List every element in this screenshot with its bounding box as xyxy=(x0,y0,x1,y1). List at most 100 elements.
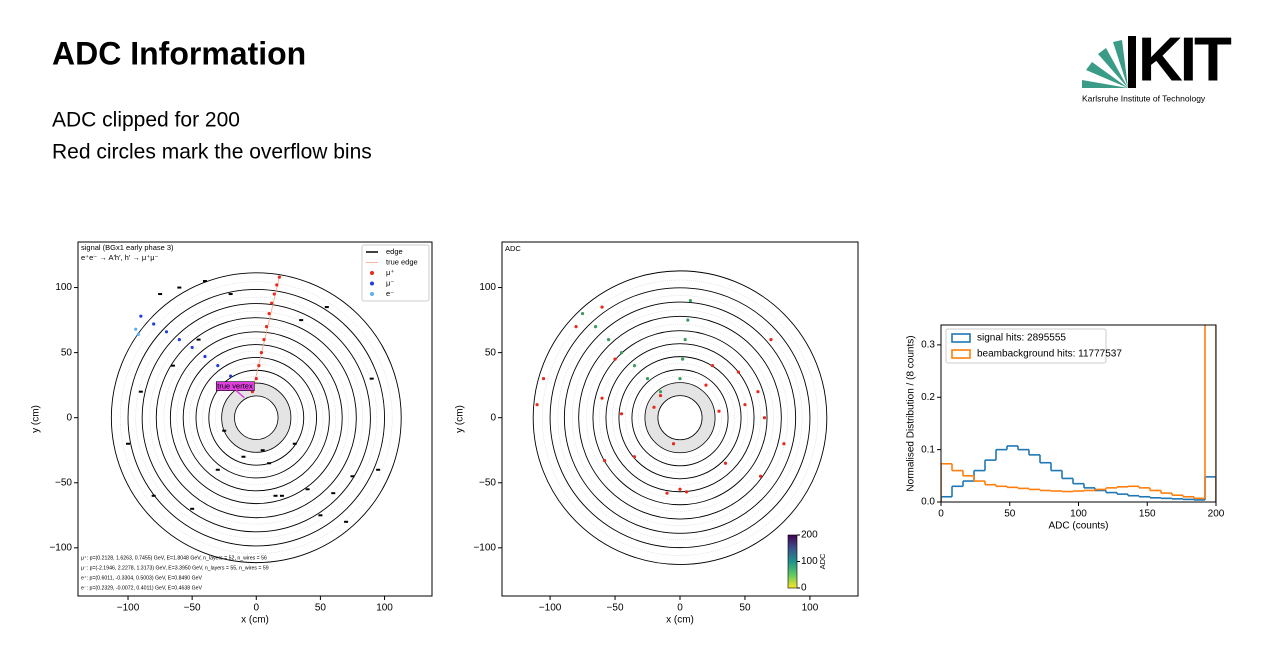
colorbar xyxy=(787,534,798,589)
y-tick-label: −100 xyxy=(473,542,496,553)
legend-label: e⁻ xyxy=(386,289,394,298)
hit xyxy=(762,416,767,420)
edge-hit xyxy=(279,494,284,497)
hit xyxy=(756,390,760,394)
hit xyxy=(758,474,763,478)
y-tick-label: 100 xyxy=(55,282,72,293)
y-tick-label: 50 xyxy=(485,347,497,358)
edge-hit xyxy=(126,442,131,445)
x-tick-label: −100 xyxy=(539,603,562,614)
hit xyxy=(267,311,271,316)
layer xyxy=(592,330,768,506)
wire-layer xyxy=(542,279,818,556)
edge-hit xyxy=(324,306,329,309)
y-axis-label: y (cm) xyxy=(31,405,42,433)
x-tick-label: 150 xyxy=(1139,509,1156,520)
plot-title: ADC xyxy=(505,244,521,253)
y-tick-label: 0.3 xyxy=(921,340,935,351)
y-tick-label: 0.1 xyxy=(921,444,935,455)
legend-frame xyxy=(945,328,1107,364)
hit xyxy=(152,322,156,326)
hit xyxy=(678,377,682,381)
edge-hit xyxy=(273,494,278,497)
wire-layer xyxy=(557,295,803,541)
colorbar-tick-label: 100 xyxy=(801,556,818,567)
x-axis-label: ADC (counts) xyxy=(1048,521,1108,532)
slide-title: ADC Information xyxy=(52,35,306,71)
detector xyxy=(110,272,402,564)
legend-label: edge xyxy=(386,247,403,256)
hit xyxy=(272,292,276,296)
edge-hit xyxy=(151,494,156,497)
y-tick-label: 0 xyxy=(66,412,72,423)
hit xyxy=(580,311,585,316)
hit xyxy=(736,370,741,374)
legend-swatch xyxy=(370,281,374,286)
hit xyxy=(619,412,624,416)
x-tick-label: 0 xyxy=(938,509,944,520)
y-tick-label: 50 xyxy=(61,347,73,358)
plot-frame xyxy=(940,324,1217,503)
hit xyxy=(216,364,220,368)
hit xyxy=(574,324,578,329)
wire-layer xyxy=(215,376,298,459)
y-tick-label: 0.0 xyxy=(921,497,935,508)
hit xyxy=(710,364,715,368)
x-tick-label: 100 xyxy=(1070,509,1087,520)
event-info: μ⁺: p=(0.2128, 1.6263, 0.7455) GeV, E=1.… xyxy=(81,555,267,561)
hit xyxy=(683,338,687,342)
x-tick-label: 50 xyxy=(1004,509,1016,520)
hit xyxy=(254,377,258,381)
y-tick-label: 0 xyxy=(490,412,496,423)
hit xyxy=(619,351,624,355)
hit xyxy=(658,393,663,398)
hit xyxy=(769,338,773,342)
hit xyxy=(652,405,656,409)
hit xyxy=(671,442,676,446)
edge-hit xyxy=(202,280,207,283)
layer xyxy=(578,315,782,520)
plot-frame xyxy=(501,241,859,597)
edge-hit xyxy=(318,514,323,517)
y-axis-label: Normalised Distribution / (8 counts) xyxy=(906,335,917,491)
hit xyxy=(535,403,539,407)
edge-hit xyxy=(260,449,265,452)
legend-swatch xyxy=(951,333,971,343)
wire-layer xyxy=(135,296,378,539)
hit xyxy=(782,442,786,446)
hit xyxy=(603,459,607,463)
hit xyxy=(743,403,747,407)
edge-hit xyxy=(190,507,195,510)
edge-hit xyxy=(215,468,220,471)
hit xyxy=(277,275,281,279)
hit xyxy=(632,364,637,368)
edge-hit xyxy=(228,293,233,296)
hit xyxy=(134,327,138,331)
legend-label: true edge xyxy=(386,257,418,266)
legend-label: beambackground hits: 11777537 xyxy=(977,349,1122,360)
layer xyxy=(155,317,357,519)
edge-hit xyxy=(177,286,182,289)
edge-hit xyxy=(369,377,374,380)
hit xyxy=(600,305,604,309)
hit xyxy=(270,301,274,305)
hit xyxy=(684,490,689,494)
hit xyxy=(136,332,140,337)
subtitle-line: Red circles mark the overflow bins xyxy=(52,141,372,164)
x-tick-label: 0 xyxy=(254,603,260,614)
hit xyxy=(723,461,728,465)
subtitle-line: ADC clipped for 200 xyxy=(52,109,240,132)
y-tick-label: 100 xyxy=(479,282,496,293)
legend-swatch xyxy=(370,292,374,296)
plot-frame xyxy=(77,241,433,597)
wire-layer xyxy=(189,350,324,485)
legend-label: μ⁺ xyxy=(386,268,394,277)
y-tick-label: −50 xyxy=(55,477,72,488)
hit xyxy=(541,377,546,381)
layer xyxy=(110,272,402,564)
hit xyxy=(259,351,264,355)
edge-hit xyxy=(305,488,310,491)
hit xyxy=(645,377,650,381)
wire-layer xyxy=(625,362,735,473)
